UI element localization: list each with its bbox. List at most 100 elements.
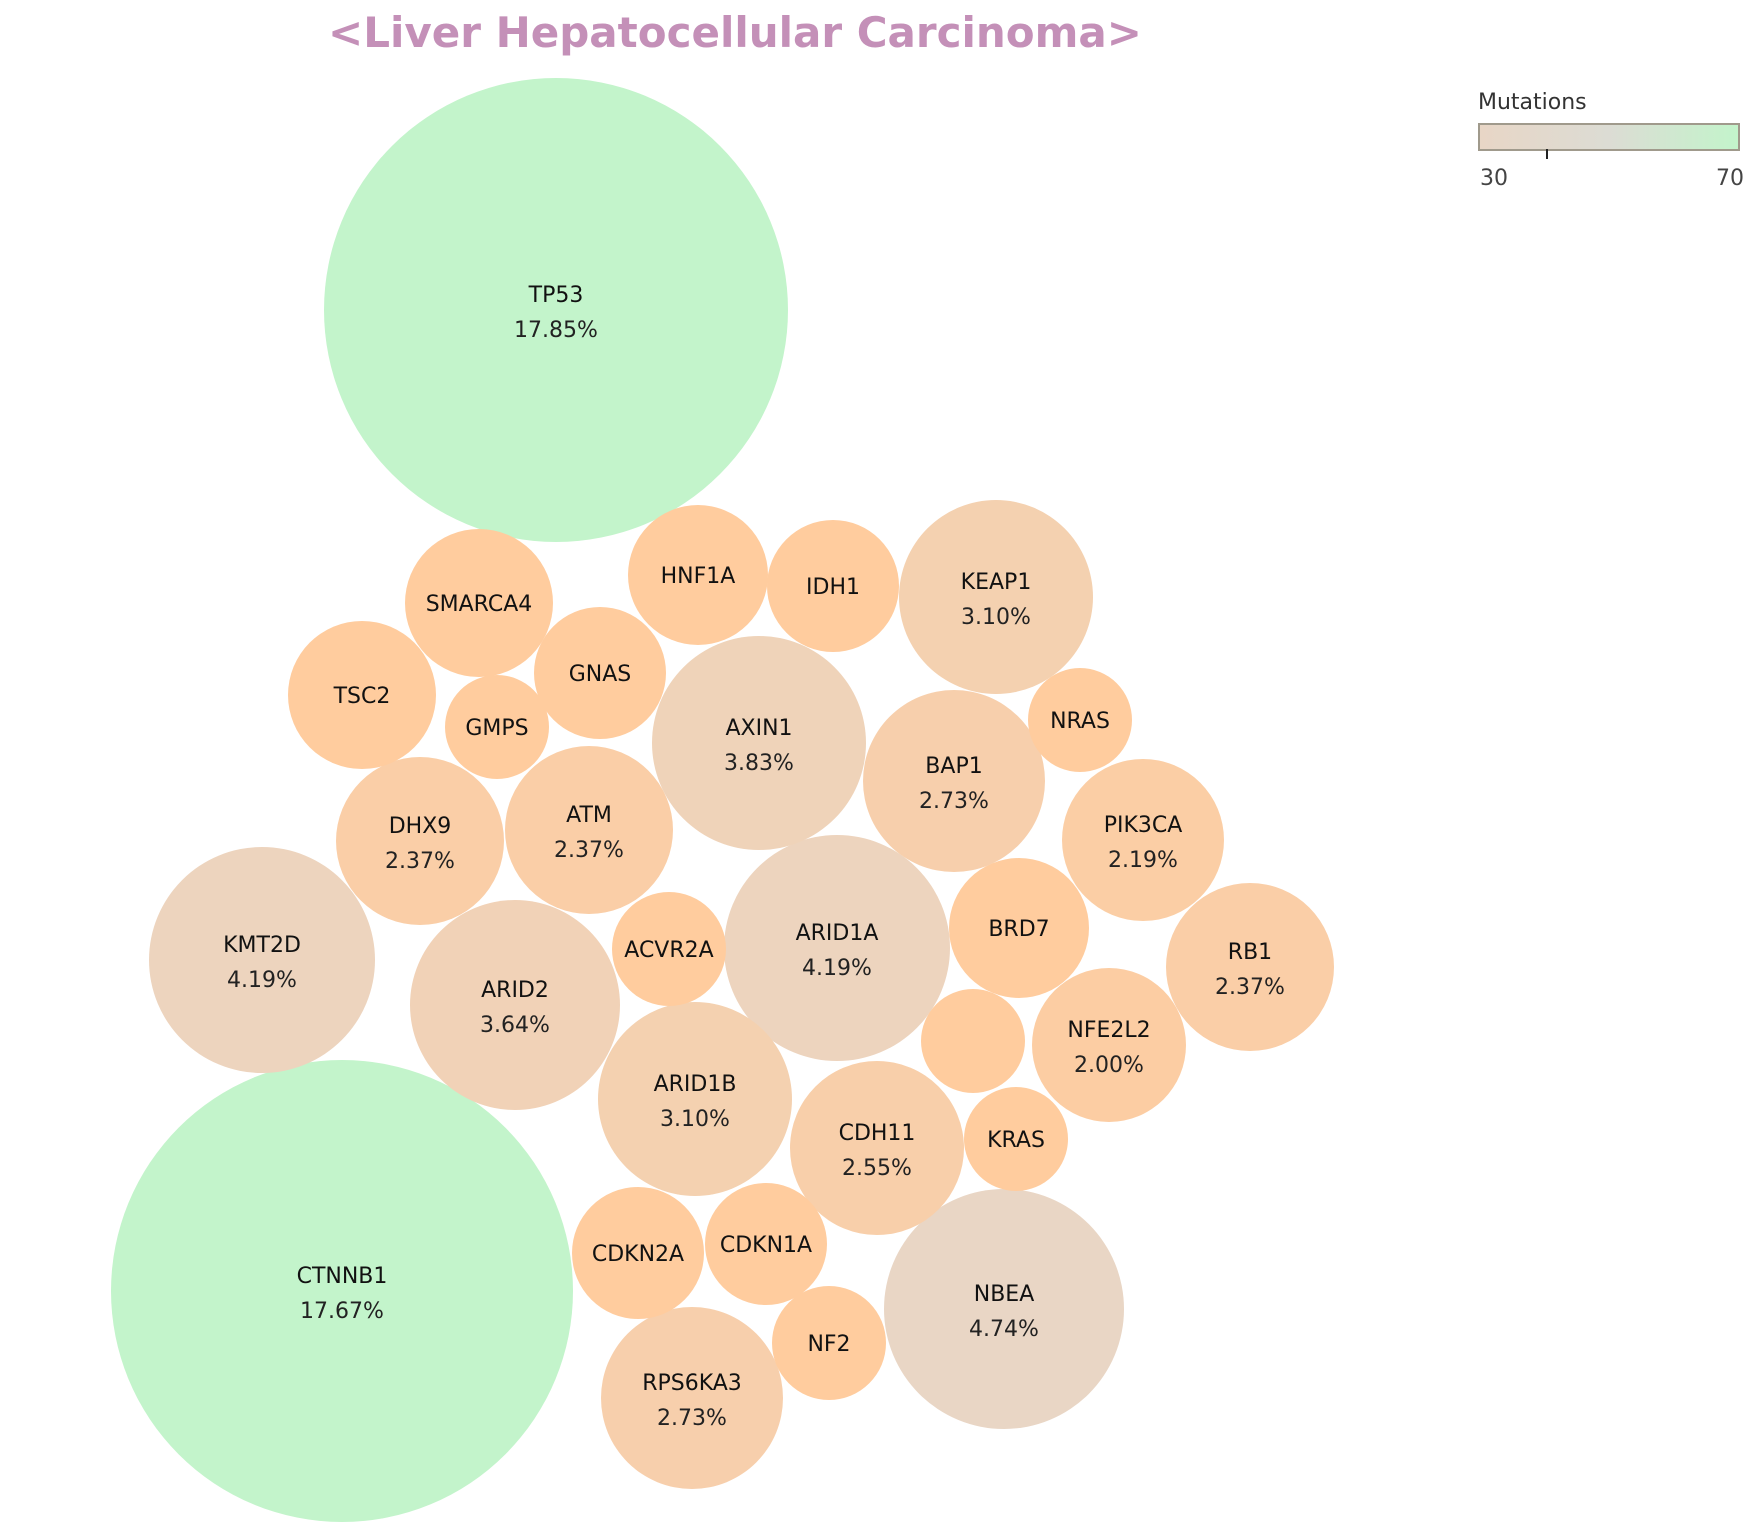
bubble-percent-label: 2.37% [385,849,455,874]
bubble-gene-label: KMT2D [223,933,301,958]
bubble-arid2: ARID2 3.64% [410,900,620,1110]
bubble-circle [111,1060,573,1522]
bubble-gene-label: BAP1 [925,754,982,779]
bubble-gene-label: TP53 [528,283,584,308]
bubble-cdh11: CDH11 2.55% [790,1061,964,1235]
bubble-nfe2l2: NFE2L2 2.00% [1032,968,1186,1122]
bubble-nf2: NF2 [772,1286,886,1400]
bubble-circle [949,858,1089,998]
bubble-idh1: IDH1 [767,520,899,652]
bubble-circle [445,675,549,779]
bubble-gene-label: ACVR2A [624,938,713,963]
bubble-circle [149,847,375,1073]
bubble-circle [964,1087,1068,1191]
bubble-gnas: GNAS [534,607,666,739]
bubble-circle [628,505,768,645]
bubble-gene-label: AXIN1 [725,716,792,741]
bubble-kmt2d: KMT2D 4.19% [149,847,375,1073]
bubble-circle [288,621,436,769]
bubble-gene-label: CDKN1A [720,1233,812,1258]
bubble-circle [572,1187,704,1319]
bubble-gene-label: KRAS [987,1128,1045,1153]
bubble-percent-label: 3.83% [724,751,794,776]
bubble-percent-label: 2.19% [1108,848,1178,873]
bubble-circle [1028,668,1132,772]
bubble-circle [601,1307,783,1489]
bubble-percent-label: 3.10% [660,1107,730,1132]
bubble-gene-label: GMPS [465,716,528,741]
bubble-circle [410,900,620,1110]
bubble-circle [1062,759,1224,921]
bubble-circle [534,607,666,739]
bubble-percent-label: 4.19% [802,956,872,981]
colorbar-tick [1546,149,1548,159]
bubble-gene-label: ATM [566,803,612,828]
bubble-tsc2: TSC2 [288,621,436,769]
bubble-circle [863,690,1045,872]
bubble-gene-label: RB1 [1228,940,1272,965]
bubble-circle [790,1061,964,1235]
bubble-percent-label: 2.00% [1074,1053,1144,1078]
bubble-gene-label: PIK3CA [1104,813,1183,838]
bubble-tp53: TP53 17.85% [324,78,788,542]
bubble-percent-label: 3.64% [480,1013,550,1038]
bubble-circle [652,636,866,850]
bubble-gene-label: NF2 [807,1332,850,1357]
bubble-gene-label: GNAS [569,662,632,687]
bubble-bap1: BAP1 2.73% [863,690,1045,872]
bubble-circle [724,835,950,1061]
bubble-gene-label: SMARCA4 [426,592,533,617]
bubble-circle [505,746,673,914]
bubble-circle [405,529,553,677]
bubble-circle [921,989,1025,1093]
bubble-gene-label: CDH11 [839,1121,916,1146]
bubble-gene-label: TSC2 [333,684,391,709]
bubble-gene-label: NBEA [974,1282,1035,1307]
bubble-ctnnb1: CTNNB1 17.67% [111,1060,573,1522]
bubble-gene-label: BRD7 [988,917,1049,942]
bubble-gene-label: DHX9 [389,814,452,839]
bubble-gene-label: HNF1A [661,564,736,589]
bubble-circle [705,1183,827,1305]
bubble-percent-label: 4.74% [969,1317,1039,1342]
bubble-percent-label: 2.37% [1215,975,1285,1000]
bubble-rb1: RB1 2.37% [1166,883,1334,1051]
bubble-circle [767,520,899,652]
bubble-percent-label: 2.55% [842,1156,912,1181]
bubble-gene-label: IDH1 [806,575,860,600]
bubble-gene-label: NRAS [1050,709,1110,734]
bubble-unlabeled [921,989,1025,1093]
colorbar-max-label: 70 [1716,166,1744,191]
bubble-gene-label: KEAP1 [961,570,1032,595]
bubble-gene-label: RPS6KA3 [642,1371,742,1396]
bubble-circle [336,757,504,925]
bubble-gene-label: CTNNB1 [297,1264,388,1289]
bubble-circle [899,500,1093,694]
colorbar-title: Mutations [1478,90,1587,115]
bubble-circle [324,78,788,542]
bubble-arid1a: ARID1A 4.19% [724,835,950,1061]
bubble-percent-label: 3.10% [961,605,1031,630]
bubble-atm: ATM 2.37% [505,746,673,914]
chart-title: <Liver Hepatocellular Carcinoma> [328,8,1142,57]
bubble-brd7: BRD7 [949,858,1089,998]
bubble-cdkn2a: CDKN2A [572,1187,704,1319]
bubble-smarca4: SMARCA4 [405,529,553,677]
bubble-percent-label: 2.73% [657,1406,727,1431]
bubble-percent-label: 4.19% [227,968,297,993]
bubble-circle [884,1189,1124,1429]
bubble-cdkn1a: CDKN1A [705,1183,827,1305]
bubble-gene-label: ARID1A [796,921,879,946]
bubble-circle [1032,968,1186,1122]
bubble-nras: NRAS [1028,668,1132,772]
bubble-percent-label: 2.73% [919,789,989,814]
bubble-gene-label: CDKN2A [592,1242,684,1267]
bubble-circle [612,892,726,1006]
bubble-gmps: GMPS [445,675,549,779]
bubble-circle [1166,883,1334,1051]
bubble-circle [772,1286,886,1400]
bubble-gene-label: ARID1B [654,1072,737,1097]
bubble-nbea: NBEA 4.74% [884,1189,1124,1429]
bubble-gene-label: ARID2 [481,978,549,1003]
